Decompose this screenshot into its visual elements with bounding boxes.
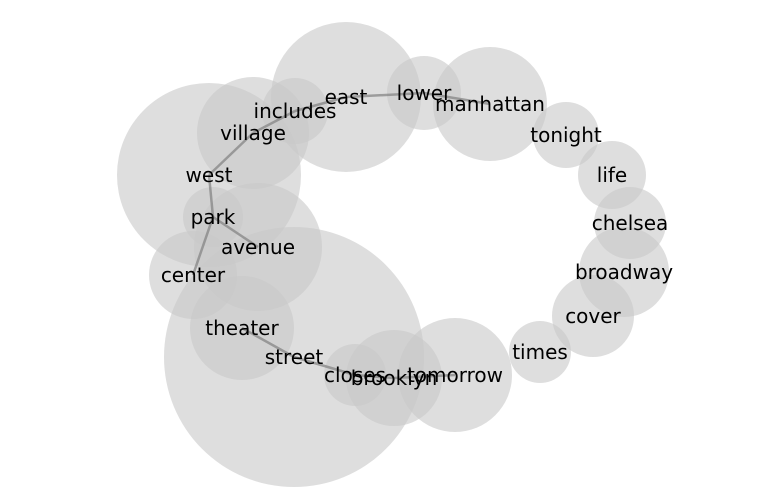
word-label-brooklyn: brooklyn: [351, 366, 438, 390]
word-label-street: street: [265, 345, 324, 369]
edge-closes-brooklyn: [354, 373, 395, 380]
word-label-tonight: tonight: [530, 123, 602, 147]
word-label-life: life: [597, 163, 627, 187]
word-label-theater: theater: [205, 316, 279, 340]
word-label-lower: lower: [397, 81, 452, 105]
word-label-avenue: avenue: [221, 235, 295, 259]
word-label-cover: cover: [565, 304, 621, 328]
word-label-tomorrow: tomorrow: [407, 363, 503, 387]
word-label-manhattan: manhattan: [435, 92, 545, 116]
bubble-times: [509, 321, 571, 383]
edge-village-west: [208, 132, 254, 176]
bubble-cover: [552, 275, 634, 357]
word-label-village: village: [220, 121, 286, 145]
word-label-east: east: [325, 85, 368, 109]
word-label-includes: includes: [254, 99, 337, 123]
word-label-chelsea: chelsea: [592, 211, 669, 235]
edge-west-park: [207, 174, 215, 218]
edge-street-closes: [293, 355, 356, 377]
edge-theater-street: [241, 326, 295, 359]
word-label-center: center: [161, 263, 226, 287]
edge-lower-manhattan: [423, 91, 491, 106]
edge-includes-village: [252, 109, 296, 135]
word-label-park: park: [191, 205, 236, 229]
edge-east-includes: [294, 95, 347, 113]
edge-brooklyn-tomorrow: [393, 373, 456, 380]
bubble-tonight: [533, 102, 599, 168]
edge-park-center: [191, 216, 215, 276]
word-label-closes: closes: [324, 363, 386, 387]
edge-east-lower: [345, 91, 425, 99]
word-label-times: times: [512, 340, 568, 364]
edges-layer: [191, 91, 491, 380]
edge-park-avenue: [212, 215, 259, 249]
word-label-broadway: broadway: [575, 260, 673, 284]
word-label-west: west: [186, 163, 233, 187]
